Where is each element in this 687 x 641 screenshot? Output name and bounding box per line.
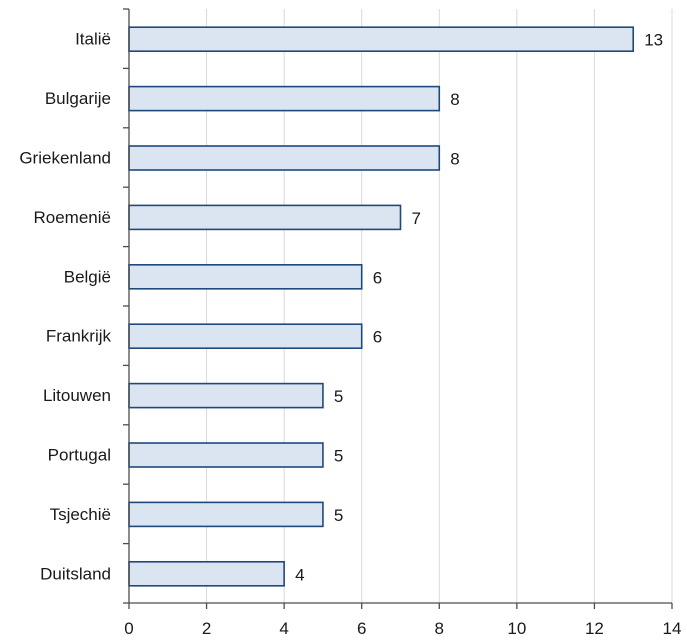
data-label: 5 [334,447,343,466]
data-label: 13 [644,31,663,50]
bar-4 [128,204,402,231]
category-label: Frankrijk [46,327,112,346]
data-label: 4 [295,565,304,584]
axes [123,8,673,609]
bar-9 [128,501,324,528]
data-label: 6 [373,268,382,287]
x-tick-label: 14 [663,619,682,638]
x-tick-label: 12 [585,619,604,638]
x-tick-label: 2 [202,619,211,638]
data-label: 5 [334,506,343,525]
category-label: Litouwen [43,386,111,405]
category-label: Griekenland [19,149,111,168]
category-label: Portugal [48,446,111,465]
category-label: Italië [75,30,111,49]
bar-5 [128,263,363,290]
labels: Italië 13 Bulgarije 8 Griekenland 8 Roemenië 7 B… [19,30,681,638]
category-label: België [64,267,111,286]
bars [128,26,635,587]
category-label: Roemenië [34,208,112,227]
category-label: Tsjechië [50,505,111,524]
category-label: Duitsland [40,564,111,583]
x-tick-label: 4 [279,619,288,638]
data-label: 5 [334,387,343,406]
data-label: 6 [373,328,382,347]
bar-1 [128,26,635,53]
bar-7 [128,382,324,409]
bar-10 [128,560,285,587]
data-label: 8 [450,150,459,169]
bar-2 [128,85,441,112]
bar-6 [128,323,363,350]
bar-3 [128,145,441,171]
x-tick-label: 6 [357,619,366,638]
x-tick-label: 10 [507,619,526,638]
data-label: 8 [450,90,459,109]
x-tick-label: 0 [124,619,133,638]
bar-8 [128,442,324,468]
data-label: 7 [412,209,421,228]
category-label: Bulgarije [45,89,111,108]
x-tick-label: 8 [435,619,444,638]
